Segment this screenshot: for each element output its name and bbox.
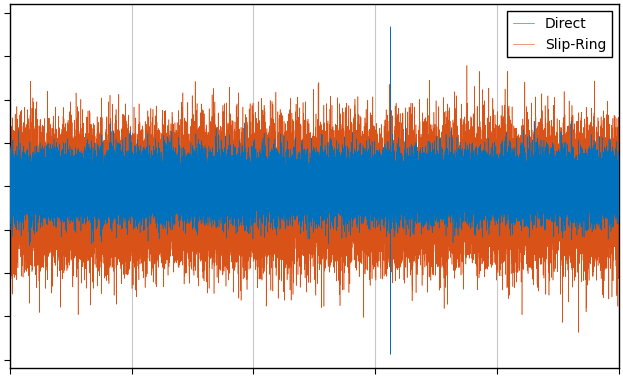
Direct xyxy=(387,352,394,357)
Slip-Ring xyxy=(575,330,583,335)
Direct xyxy=(615,207,622,212)
Slip-Ring xyxy=(336,145,344,149)
Slip-Ring xyxy=(47,239,55,243)
Slip-Ring xyxy=(373,206,380,211)
Line: Slip-Ring: Slip-Ring xyxy=(10,65,619,332)
Slip-Ring xyxy=(615,234,622,238)
Legend: Direct, Slip-Ring: Direct, Slip-Ring xyxy=(508,11,612,57)
Direct xyxy=(336,161,344,165)
Slip-Ring xyxy=(6,132,14,136)
Direct xyxy=(387,25,394,29)
Direct xyxy=(6,201,14,205)
Line: Direct: Direct xyxy=(10,27,619,355)
Direct xyxy=(458,185,465,190)
Direct xyxy=(239,174,247,179)
Slip-Ring xyxy=(153,171,160,176)
Slip-Ring xyxy=(458,147,465,152)
Direct xyxy=(373,181,380,186)
Slip-Ring xyxy=(463,63,470,68)
Slip-Ring xyxy=(239,183,247,187)
Direct xyxy=(47,177,55,181)
Direct xyxy=(153,178,160,182)
